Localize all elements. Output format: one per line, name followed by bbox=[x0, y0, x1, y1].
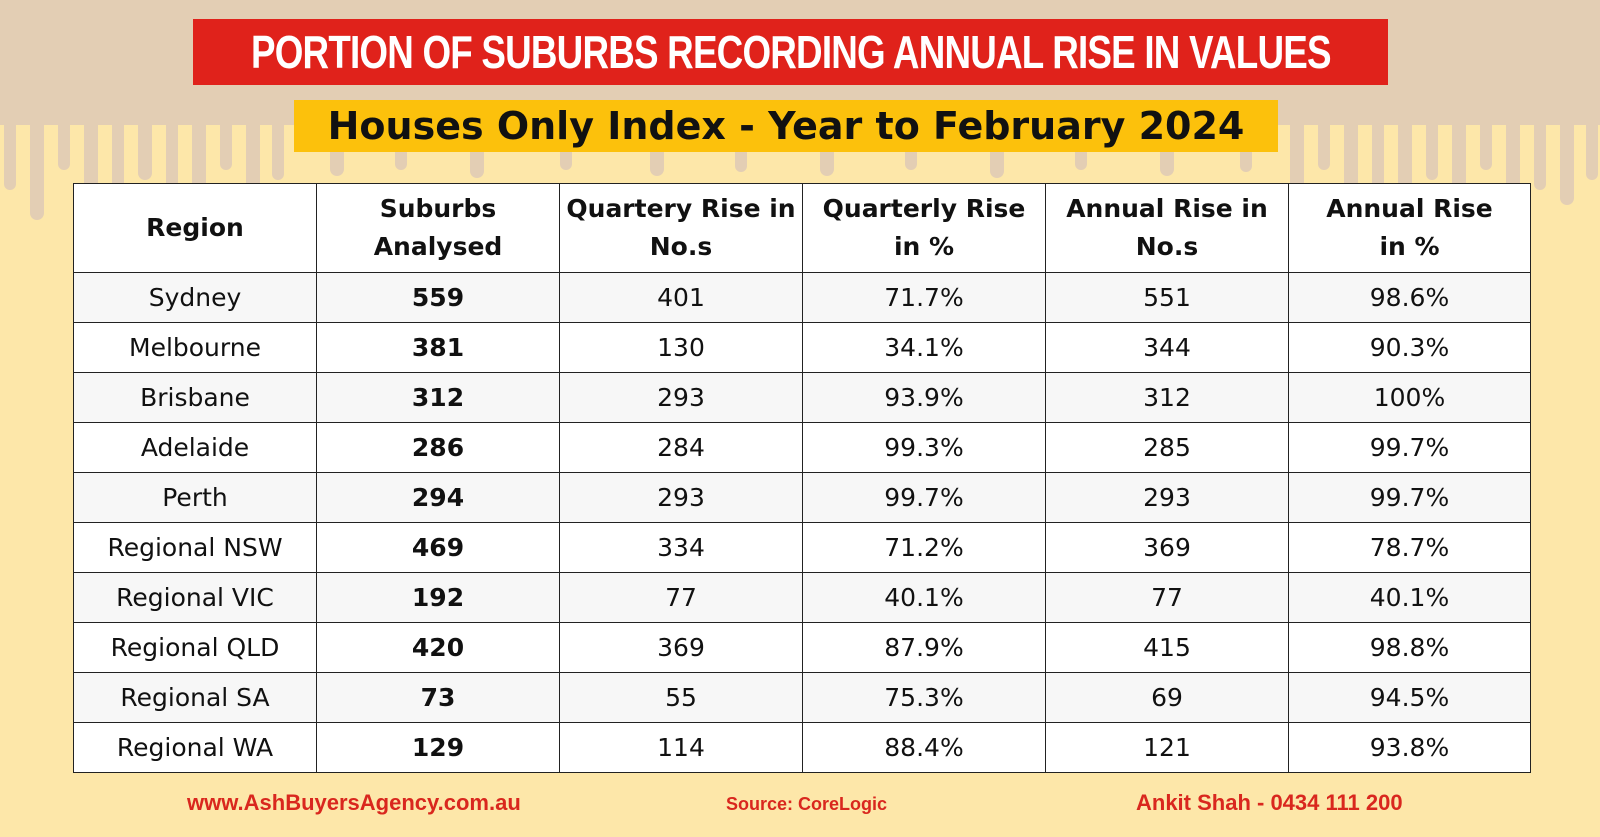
cell-quarterly-rise-pct: 71.7% bbox=[802, 272, 1046, 323]
header-quarterly-rise-no: Quartery Rise in No.s bbox=[559, 183, 803, 273]
title-banner: PORTION OF SUBURBS RECORDING ANNUAL RISE… bbox=[193, 19, 1388, 85]
cell-annual-rise-pct: 94.5% bbox=[1288, 672, 1531, 723]
subtitle-banner: Houses Only Index - Year to February 202… bbox=[294, 100, 1278, 152]
cell-quarterly-rise-pct: 99.7% bbox=[802, 472, 1046, 523]
cell-suburbs-analysed: 129 bbox=[316, 722, 560, 773]
cell-region: Melbourne bbox=[73, 322, 317, 373]
cell-region: Sydney bbox=[73, 272, 317, 323]
table-row: Brisbane 312 293 93.9% 312 100% bbox=[73, 372, 1531, 423]
cell-quarterly-rise-pct: 99.3% bbox=[802, 422, 1046, 473]
cell-quarterly-rise-no: 401 bbox=[559, 272, 803, 323]
cell-quarterly-rise-no: 284 bbox=[559, 422, 803, 473]
header-row: Region Suburbs Analysed Quartery Rise in N… bbox=[73, 183, 1531, 273]
page-title: PORTION OF SUBURBS RECORDING ANNUAL RISE… bbox=[250, 26, 1332, 78]
cell-annual-rise-no: 77 bbox=[1045, 572, 1289, 623]
cell-annual-rise-no: 285 bbox=[1045, 422, 1289, 473]
cell-quarterly-rise-no: 293 bbox=[559, 372, 803, 423]
cell-quarterly-rise-pct: 40.1% bbox=[802, 572, 1046, 623]
table-header: Region Suburbs Analysed Quartery Rise in N… bbox=[73, 183, 1531, 273]
cell-annual-rise-no: 121 bbox=[1045, 722, 1289, 773]
cell-region: Regional VIC bbox=[73, 572, 317, 623]
cell-quarterly-rise-no: 55 bbox=[559, 672, 803, 723]
cell-suburbs-analysed: 73 bbox=[316, 672, 560, 723]
cell-quarterly-rise-no: 77 bbox=[559, 572, 803, 623]
cell-region: Brisbane bbox=[73, 372, 317, 423]
cell-suburbs-analysed: 420 bbox=[316, 622, 560, 673]
suburbs-table: Region Suburbs Analysed Quartery Rise in N… bbox=[73, 183, 1531, 773]
cell-annual-rise-no: 293 bbox=[1045, 472, 1289, 523]
table-row: Regional SA 73 55 75.3% 69 94.5% bbox=[73, 672, 1531, 723]
footer-website-link[interactable]: www.AshBuyersAgency.com.au bbox=[187, 790, 521, 815]
cell-annual-rise-pct: 93.8% bbox=[1288, 722, 1531, 773]
table-row: Regional VIC 192 77 40.1% 77 40.1% bbox=[73, 572, 1531, 623]
page-subtitle: Houses Only Index - Year to February 202… bbox=[327, 104, 1245, 148]
cell-suburbs-analysed: 294 bbox=[316, 472, 560, 523]
cell-quarterly-rise-pct: 71.2% bbox=[802, 522, 1046, 573]
header-quarterly-rise-pct: Quarterly Rise in % bbox=[802, 183, 1046, 273]
cell-annual-rise-no: 551 bbox=[1045, 272, 1289, 323]
cell-region: Regional SA bbox=[73, 672, 317, 723]
cell-quarterly-rise-pct: 87.9% bbox=[802, 622, 1046, 673]
table-row: Perth 294 293 99.7% 293 99.7% bbox=[73, 472, 1531, 523]
header-annual-rise-pct: Annual Rise in % bbox=[1288, 183, 1531, 273]
cell-annual-rise-no: 69 bbox=[1045, 672, 1289, 723]
cell-quarterly-rise-no: 114 bbox=[559, 722, 803, 773]
table-row: Adelaide 286 284 99.3% 285 99.7% bbox=[73, 422, 1531, 473]
cell-quarterly-rise-no: 293 bbox=[559, 472, 803, 523]
footer-contact: Ankit Shah - 0434 111 200 bbox=[1136, 790, 1403, 815]
footer-source: Source: CoreLogic bbox=[726, 794, 888, 814]
cell-quarterly-rise-no: 130 bbox=[559, 322, 803, 373]
table-row: Regional NSW 469 334 71.2% 369 78.7% bbox=[73, 522, 1531, 573]
cell-region: Regional QLD bbox=[73, 622, 317, 673]
table-row: Sydney 559 401 71.7% 551 98.6% bbox=[73, 272, 1531, 323]
cell-annual-rise-pct: 40.1% bbox=[1288, 572, 1531, 623]
cell-annual-rise-no: 369 bbox=[1045, 522, 1289, 573]
cell-quarterly-rise-pct: 34.1% bbox=[802, 322, 1046, 373]
cell-region: Adelaide bbox=[73, 422, 317, 473]
header-region: Region bbox=[73, 183, 317, 273]
table-row: Regional QLD 420 369 87.9% 415 98.8% bbox=[73, 622, 1531, 673]
header-suburbs-analysed: Suburbs Analysed bbox=[316, 183, 560, 273]
cell-annual-rise-pct: 90.3% bbox=[1288, 322, 1531, 373]
cell-quarterly-rise-pct: 93.9% bbox=[802, 372, 1046, 423]
cell-annual-rise-pct: 98.8% bbox=[1288, 622, 1531, 673]
cell-quarterly-rise-no: 334 bbox=[559, 522, 803, 573]
cell-suburbs-analysed: 381 bbox=[316, 322, 560, 373]
cell-annual-rise-pct: 78.7% bbox=[1288, 522, 1531, 573]
cell-suburbs-analysed: 312 bbox=[316, 372, 560, 423]
header-annual-rise-no: Annual Rise in No.s bbox=[1045, 183, 1289, 273]
cell-suburbs-analysed: 192 bbox=[316, 572, 560, 623]
cell-annual-rise-pct: 99.7% bbox=[1288, 472, 1531, 523]
cell-annual-rise-no: 344 bbox=[1045, 322, 1289, 373]
cell-region: Regional NSW bbox=[73, 522, 317, 573]
cell-quarterly-rise-no: 369 bbox=[559, 622, 803, 673]
cell-annual-rise-no: 312 bbox=[1045, 372, 1289, 423]
table-body: Sydney 559 401 71.7% 551 98.6% Melbourne… bbox=[73, 272, 1531, 773]
cell-annual-rise-pct: 100% bbox=[1288, 372, 1531, 423]
table-row: Melbourne 381 130 34.1% 344 90.3% bbox=[73, 322, 1531, 373]
cell-annual-rise-no: 415 bbox=[1045, 622, 1289, 673]
cell-region: Regional WA bbox=[73, 722, 317, 773]
cell-annual-rise-pct: 98.6% bbox=[1288, 272, 1531, 323]
cell-region: Perth bbox=[73, 472, 317, 523]
cell-quarterly-rise-pct: 88.4% bbox=[802, 722, 1046, 773]
cell-quarterly-rise-pct: 75.3% bbox=[802, 672, 1046, 723]
table-row: Regional WA 129 114 88.4% 121 93.8% bbox=[73, 722, 1531, 773]
cell-suburbs-analysed: 469 bbox=[316, 522, 560, 573]
cell-suburbs-analysed: 559 bbox=[316, 272, 560, 323]
cell-suburbs-analysed: 286 bbox=[316, 422, 560, 473]
cell-annual-rise-pct: 99.7% bbox=[1288, 422, 1531, 473]
